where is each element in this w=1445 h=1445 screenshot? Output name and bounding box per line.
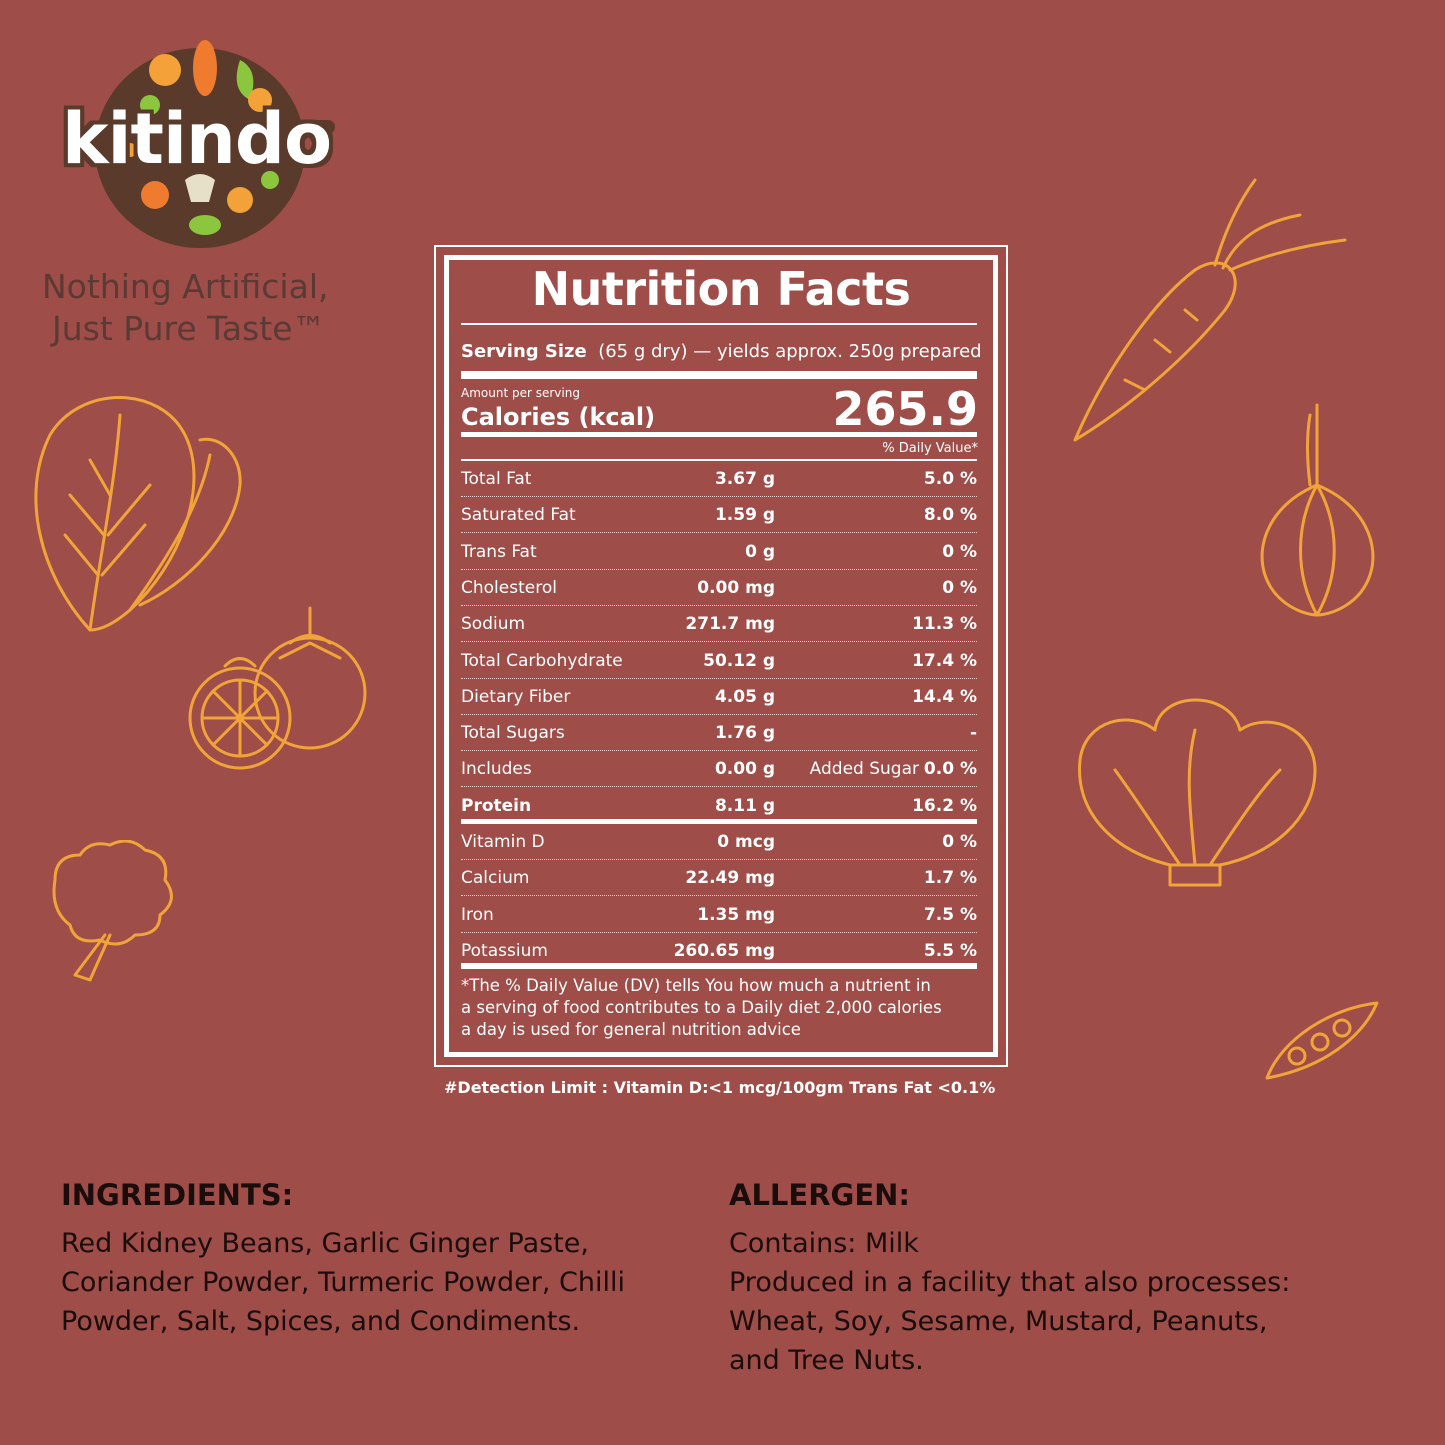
- nutrient-daily-value: 8.0 %: [923, 505, 977, 526]
- nutrient-amount: 260.65 mg: [673, 940, 775, 961]
- ingredients-text: Red Kidney Beans, Garlic Ginger Paste, C…: [61, 1224, 625, 1341]
- nutrient-row: Saturated Fat 1.59 g 8.0 %: [461, 497, 977, 534]
- nutrient-name: Dietary Fiber: [461, 686, 571, 707]
- nutrient-daily-value: -: [969, 723, 977, 744]
- allergen-line-4: and Tree Nuts.: [729, 1345, 924, 1376]
- nutrient-amount: 22.49 mg: [685, 868, 775, 889]
- carrot-icon: [1073, 178, 1347, 442]
- nutrient-row: Dietary Fiber 4.05 g 14.4 %: [461, 679, 977, 715]
- nutrient-row: Trans Fat 0 g 0 %: [461, 534, 977, 570]
- nutrient-name: Saturated Fat: [461, 505, 576, 526]
- nutrient-daily-value: 0 %: [942, 832, 977, 852]
- nutrient-amount: 1.76 g: [714, 723, 775, 744]
- nutrient-row: Iron 1.35 mg 7.5 %: [461, 897, 977, 933]
- nutrient-daily-value: 5.5 %: [923, 940, 977, 961]
- nutrient-amount: 0 g: [745, 541, 775, 562]
- ingredients-line-3: Powder, Salt, Spices, and Condiments.: [61, 1306, 581, 1337]
- nutrient-extra-label: Added Sugar: [809, 759, 919, 780]
- nutrient-name: Includes: [461, 759, 532, 780]
- nutrient-daily-value: 0.0 %: [923, 759, 977, 780]
- nutrient-row: Protein 8.11 g 16.2 %: [461, 788, 977, 824]
- nutrient-daily-value: 1.7 %: [923, 868, 977, 889]
- nutrition-facts-panel: [434, 245, 1008, 1067]
- ingredients-heading: INGREDIENTS:: [61, 1178, 294, 1212]
- footnote-line-1: *The % Daily Value (DV) tells You how mu…: [461, 976, 931, 995]
- bottom-divider: [461, 963, 977, 969]
- brand-wordmark: kitindo: [62, 98, 332, 180]
- title-divider: [461, 323, 977, 325]
- nutrient-amount: 0.00 g: [714, 759, 775, 780]
- nutrient-daily-value: 0 %: [942, 541, 977, 562]
- onion-icon: [1260, 403, 1375, 617]
- nutrient-name: Iron: [461, 904, 494, 925]
- nutrient-amount: 1.59 g: [714, 505, 775, 526]
- allergen-text: Contains: Milk Produced in a facility th…: [729, 1224, 1290, 1380]
- daily-value-footnote: *The % Daily Value (DV) tells You how mu…: [461, 975, 991, 1041]
- nutrient-amount: 1.35 mg: [697, 904, 775, 925]
- ingredients-line-2: Coriander Powder, Turmeric Powder, Chill…: [61, 1267, 625, 1298]
- nutrient-row: Calcium 22.49 mg 1.7 %: [461, 860, 977, 897]
- calories-value: 265.9: [832, 382, 978, 436]
- nutrient-row: Total Fat 3.67 g 5.0 %: [461, 461, 977, 497]
- nutrient-name: Sodium: [461, 614, 526, 635]
- footnote-line-3: a day is used for general nutrition advi…: [461, 1020, 801, 1039]
- tomato-icon: [188, 606, 367, 770]
- nutrient-row: Total Sugars 1.76 g -: [461, 715, 977, 752]
- nutrient-amount: 0 mcg: [717, 832, 775, 852]
- nutrient-daily-value: 0 %: [942, 577, 977, 598]
- nutrient-daily-value: 14.4 %: [912, 686, 977, 707]
- brand-logo: [95, 40, 335, 248]
- nutrient-daily-value: 11.3 %: [912, 614, 977, 635]
- nutrient-daily-value: 7.5 %: [923, 904, 977, 925]
- nutrient-amount: 0.00 mg: [697, 577, 775, 598]
- allergen-line-1: Contains: Milk: [729, 1228, 919, 1259]
- calories-label: Calories (kcal): [461, 403, 656, 431]
- ingredients-line-1: Red Kidney Beans, Garlic Ginger Paste,: [61, 1228, 589, 1259]
- nutrient-row: Vitamin D 0 mcg 0 %: [461, 824, 977, 860]
- broccoli-icon: [52, 840, 173, 982]
- serving-size-label: Serving Size: [461, 341, 587, 362]
- nutrient-name: Calcium: [461, 868, 530, 889]
- amount-per-serving-label: Amount per serving: [461, 386, 580, 400]
- nutrient-name: Vitamin D: [461, 832, 545, 852]
- nutrient-row: Cholesterol 0.00 mg 0 %: [461, 570, 977, 606]
- nutrient-amount: 4.05 g: [714, 686, 775, 707]
- thick-divider: [461, 371, 977, 379]
- brand-tagline: Nothing Artificial, Just Pure Taste™: [42, 266, 328, 350]
- allergen-heading: ALLERGEN:: [729, 1178, 911, 1212]
- tagline-line-1: Nothing Artificial,: [42, 267, 329, 306]
- panel-inner-border: [444, 255, 998, 1057]
- peapod-icon: [1265, 1001, 1379, 1080]
- serving-size-value: (65 g dry) — yields approx. 250g prepare…: [598, 341, 982, 362]
- nutrient-name: Potassium: [461, 940, 548, 961]
- nutrient-name: Total Sugars: [461, 723, 565, 744]
- nutrient-row: Total Carbohydrate 50.12 g 17.4 %: [461, 643, 977, 679]
- nutrient-amount: 3.67 g: [714, 469, 775, 489]
- footnote-line-2: a serving of food contributes to a Daily…: [461, 998, 942, 1017]
- nutrient-daily-value: 17.4 %: [912, 650, 977, 671]
- tagline-line-2: Just Pure Taste™: [52, 309, 326, 348]
- nutrition-facts-title: Nutrition Facts: [531, 262, 911, 316]
- nutrient-row: Sodium 271.7 mg 11.3 %: [461, 606, 977, 643]
- allergen-line-3: Wheat, Soy, Sesame, Mustard, Peanuts,: [729, 1306, 1268, 1337]
- nutrient-amount: 8.11 g: [714, 795, 775, 816]
- dv-divider: [461, 459, 977, 461]
- nutrient-name: Total Fat: [461, 469, 532, 489]
- nutrient-daily-value: 5.0 %: [923, 469, 977, 489]
- nutrient-daily-value: 16.2 %: [912, 795, 977, 816]
- detection-limit-note: #Detection Limit : Vitamin D:<1 mcg/100g…: [444, 1078, 996, 1097]
- nutrient-name: Trans Fat: [461, 541, 537, 562]
- spinach-icon: [34, 396, 242, 632]
- nutrient-amount: 271.7 mg: [685, 614, 775, 635]
- nutrient-name: Total Carbohydrate: [461, 650, 623, 671]
- serving-size: Serving Size (65 g dry) — yields approx.…: [461, 341, 982, 362]
- lettuce-icon: [1078, 698, 1317, 887]
- daily-value-header: % Daily Value*: [882, 441, 978, 456]
- nutrient-name: Cholesterol: [461, 577, 557, 598]
- allergen-line-2: Produced in a facility that also process…: [729, 1267, 1291, 1298]
- calories-divider: [461, 432, 977, 437]
- nutrient-row: Includes 0.00 g Added Sugar 0.0 %: [461, 751, 977, 788]
- nutrient-amount: 50.12 g: [703, 650, 775, 671]
- nutrient-name: Protein: [461, 795, 532, 816]
